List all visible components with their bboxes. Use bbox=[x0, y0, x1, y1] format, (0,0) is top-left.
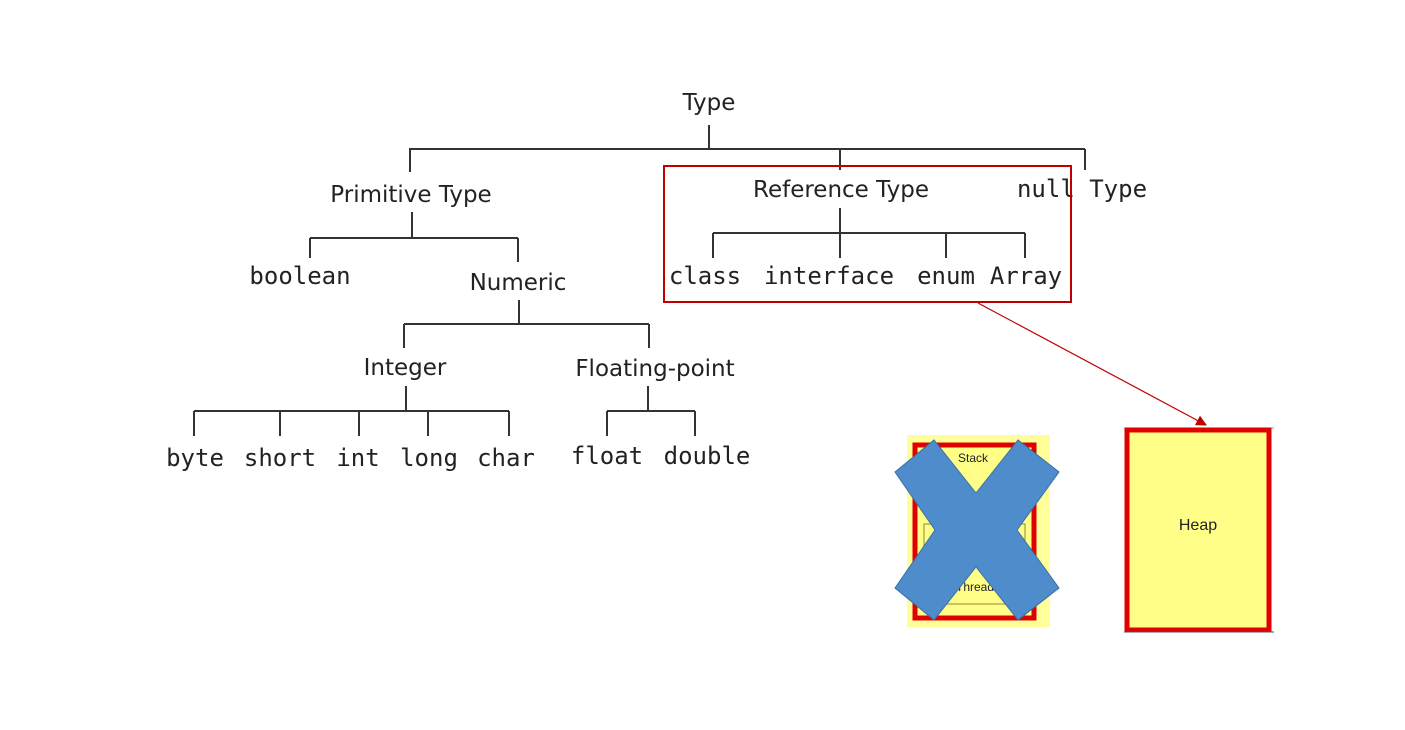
node-floating-point: Floating-point bbox=[575, 356, 734, 382]
node-int: int bbox=[336, 444, 379, 472]
node-long: long bbox=[400, 444, 458, 472]
node-boolean: boolean bbox=[249, 262, 350, 290]
x-mark-icon bbox=[894, 439, 1060, 621]
node-reference-type: Reference Type bbox=[753, 177, 929, 203]
arrow-icon bbox=[977, 302, 1207, 426]
reference-highlight-box bbox=[663, 165, 1072, 303]
node-interface: interface bbox=[764, 262, 894, 290]
heap-box bbox=[1124, 427, 1272, 633]
node-numeric: Numeric bbox=[470, 270, 567, 296]
node-type: Type bbox=[682, 90, 736, 116]
heap-label: Heap bbox=[1179, 517, 1217, 534]
node-float: float bbox=[571, 442, 643, 470]
tree-connectors bbox=[193, 125, 1086, 436]
node-enum: enum bbox=[917, 262, 975, 290]
node-primitive-type: Primitive Type bbox=[330, 182, 491, 208]
node-short: short bbox=[244, 444, 316, 472]
node-char: char bbox=[477, 444, 535, 472]
node-class: class bbox=[669, 262, 741, 290]
node-integer: Integer bbox=[364, 355, 447, 381]
node-byte: byte bbox=[166, 444, 224, 472]
stack-label: Stack bbox=[958, 451, 989, 465]
node-double: double bbox=[664, 442, 751, 470]
node-array: Array bbox=[990, 262, 1062, 290]
stack-memory: Stack Thread bbox=[894, 435, 1060, 627]
thread-label: Thread bbox=[956, 580, 994, 594]
node-null-type: null Type bbox=[1017, 175, 1147, 203]
heap-memory: Heap bbox=[1124, 427, 1274, 633]
